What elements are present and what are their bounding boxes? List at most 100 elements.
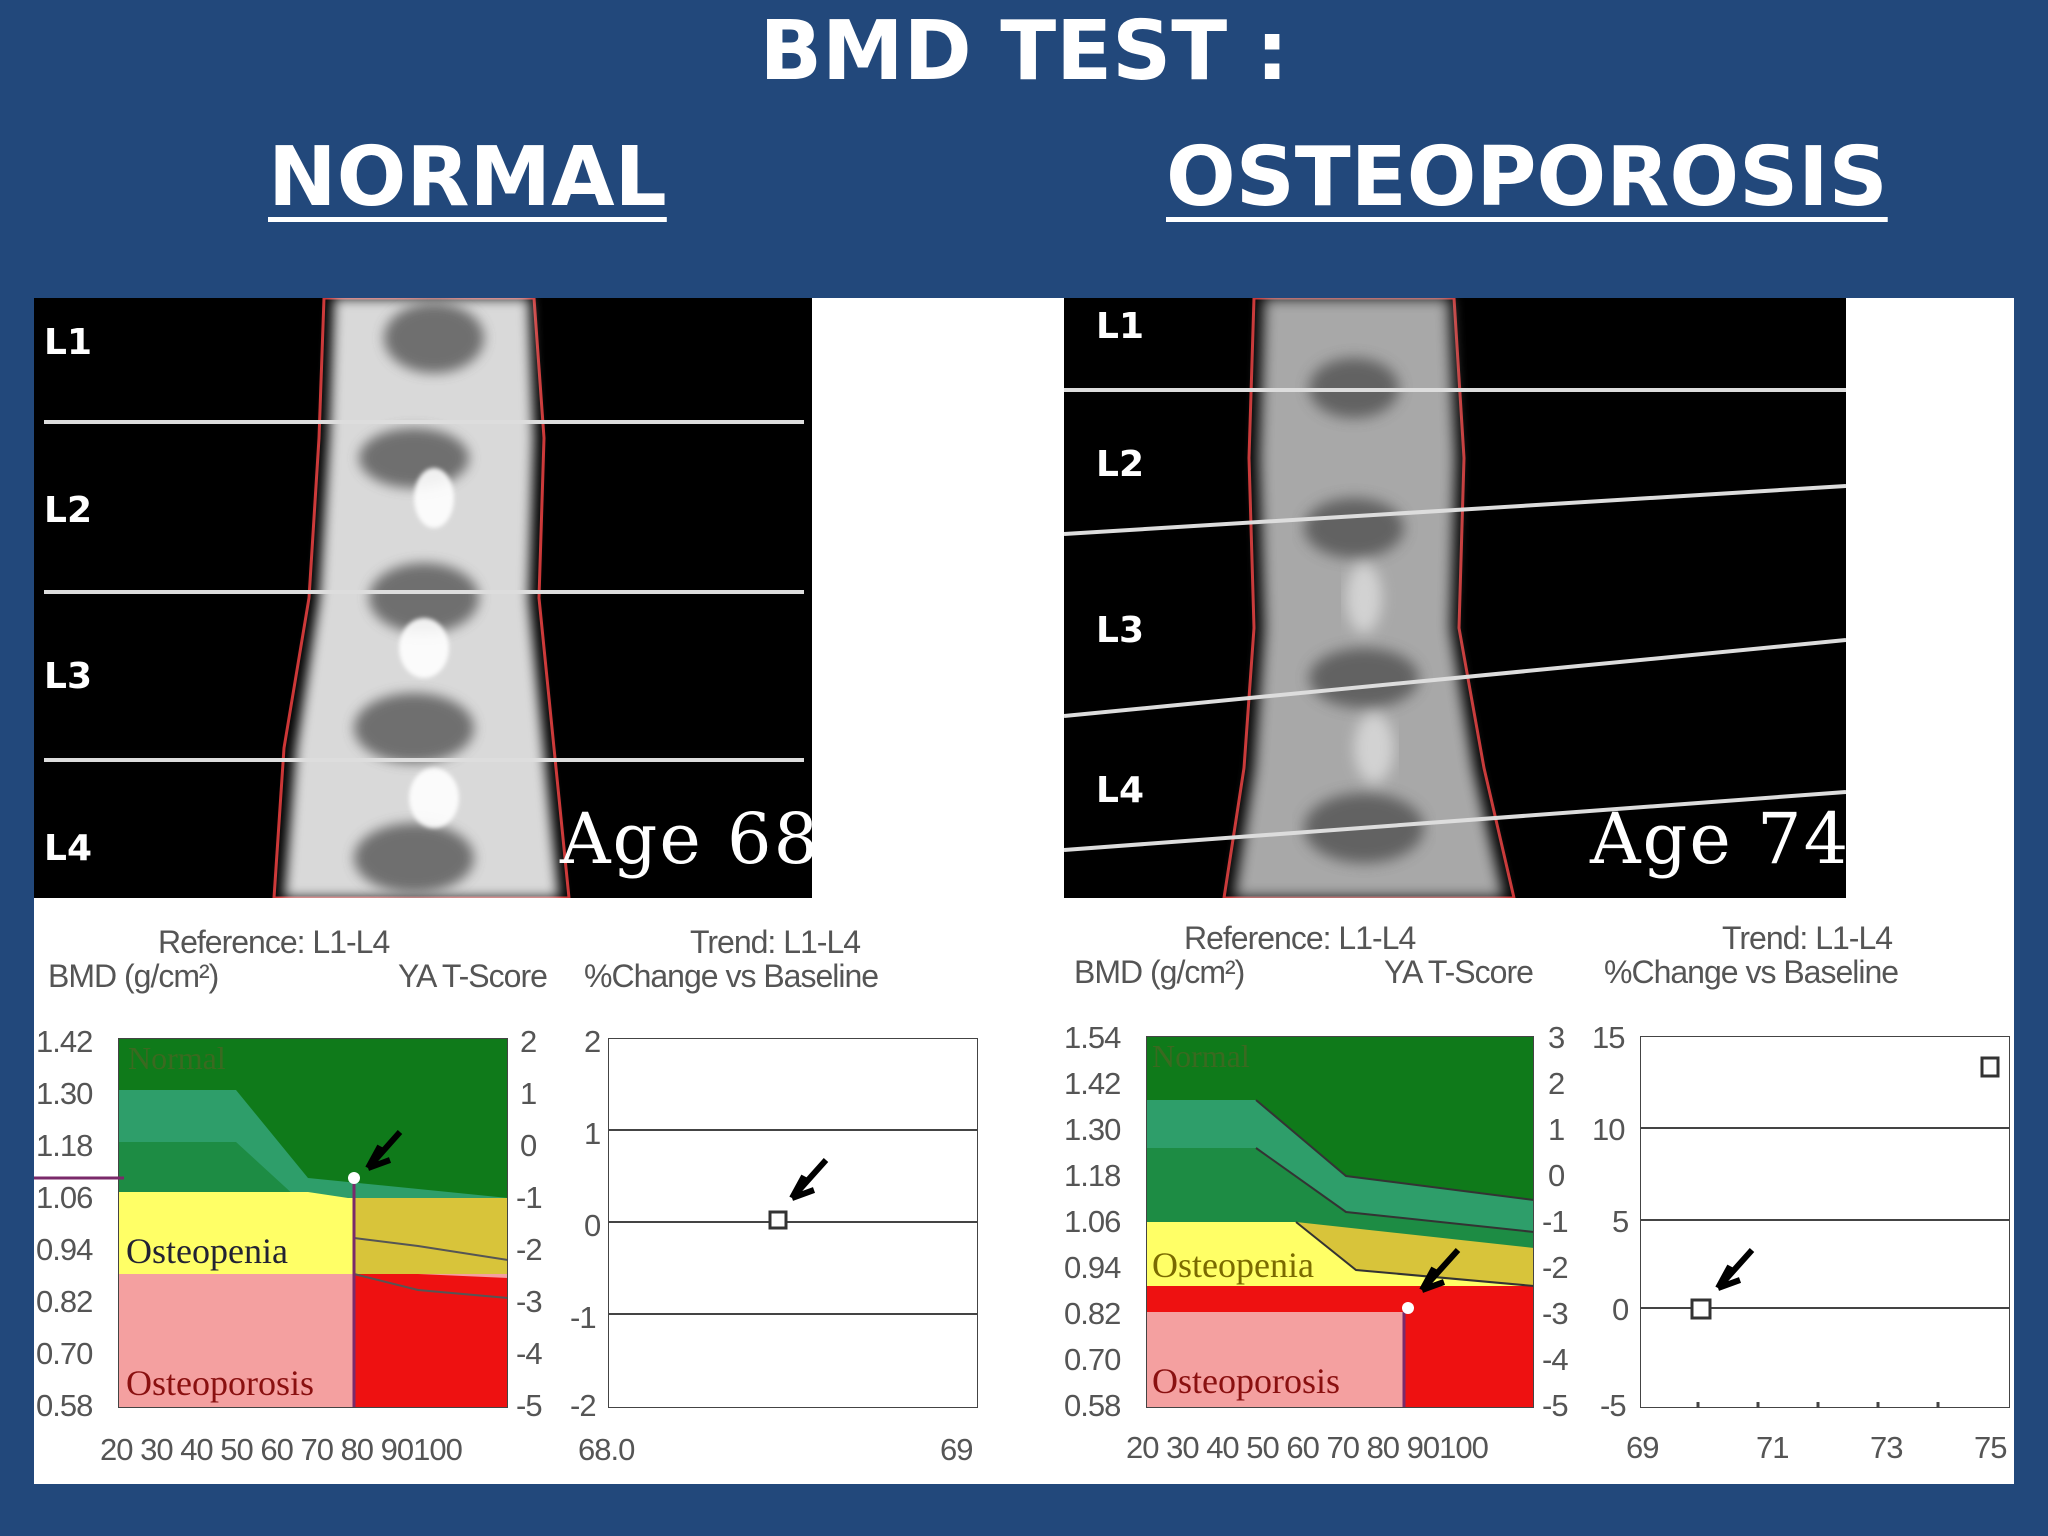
trend-tick: 0 xyxy=(584,1208,601,1243)
bmd-tick: 1.18 xyxy=(36,1128,93,1163)
osteoporosis-heading: OSTEOPOROSIS xyxy=(1166,130,1888,225)
tscore-tick: -1 xyxy=(1542,1204,1569,1239)
tscore-tick: -2 xyxy=(516,1232,543,1267)
trend-chart-osteoporosis xyxy=(1640,1036,2010,1408)
bmd-tick: 1.42 xyxy=(36,1024,93,1059)
slide-title: BMD TEST : xyxy=(759,4,1289,99)
osteopenia-zone-dark xyxy=(1296,1222,1534,1286)
trend-tick: 0 xyxy=(1612,1292,1629,1327)
trend-title-normal: Trend: L1-L4 xyxy=(690,924,861,960)
bmd-tick: 1.30 xyxy=(36,1076,93,1111)
bmd-tick: 0.94 xyxy=(36,1232,93,1267)
bmd-axis-label-osteoporosis: BMD (g/cm²) xyxy=(1074,954,1245,990)
trend-point-baseline xyxy=(1690,1298,1712,1320)
trend-tick: 1 xyxy=(584,1116,601,1151)
osteoporosis-zone xyxy=(1146,1312,1404,1408)
tscore-tick: -3 xyxy=(516,1284,543,1319)
tscore-tick: 1 xyxy=(1548,1112,1565,1147)
tscore-tick: 0 xyxy=(1548,1158,1565,1193)
trend-tick: -5 xyxy=(1600,1388,1627,1423)
bmd-tick: 1.42 xyxy=(1064,1066,1121,1101)
trend-x-tick: 69 xyxy=(1626,1430,1659,1465)
spine-image-osteoporosis xyxy=(1064,298,1846,898)
trend-point-latest xyxy=(1980,1056,2000,1078)
trend-x-end-normal: 69 xyxy=(940,1432,973,1467)
bmd-tick: 0.70 xyxy=(36,1336,93,1371)
bmd-reference-line-normal xyxy=(34,1176,124,1180)
tscore-tick: -5 xyxy=(1542,1388,1569,1423)
tscore-tick: -3 xyxy=(1542,1296,1569,1331)
bmd-axis-label-normal: BMD (g/cm²) xyxy=(48,958,219,994)
tscore-tick: 2 xyxy=(1548,1066,1565,1101)
vertebra-label-l1: L1 xyxy=(1096,306,1144,347)
vertebra-label-l3: L3 xyxy=(44,656,92,697)
vertebra-label-l2: L2 xyxy=(44,490,92,531)
age-label-osteoporosis: Age 74 xyxy=(1590,798,1851,880)
tscore-tick: 1 xyxy=(520,1076,537,1111)
tscore-tick: -2 xyxy=(1542,1250,1569,1285)
trend-tick: 5 xyxy=(1612,1204,1629,1239)
zone-label-osteoporosis: Osteoporosis xyxy=(126,1363,314,1403)
tscore-tick: 3 xyxy=(1548,1020,1565,1055)
bmd-tick: 0.70 xyxy=(1064,1342,1121,1377)
tscore-tick: -5 xyxy=(516,1388,543,1423)
arrow-icon xyxy=(365,1130,403,1171)
bmd-tick: 1.30 xyxy=(1064,1112,1121,1147)
trend-x-tick: 71 xyxy=(1756,1430,1789,1465)
bmd-tick: 0.82 xyxy=(36,1284,93,1319)
vertebra-label-l4: L4 xyxy=(44,828,92,869)
bmd-marker-normal xyxy=(348,1172,360,1184)
spine-scan-osteoporosis xyxy=(1064,298,1846,898)
zone-label-normal: Normal xyxy=(128,1040,226,1076)
bmd-tick: 0.58 xyxy=(36,1388,93,1423)
bmd-tick: 1.06 xyxy=(1064,1204,1121,1239)
trend-chart-normal xyxy=(608,1038,978,1408)
vertebra-label-l3: L3 xyxy=(1096,610,1144,651)
trend-x-start-normal: 68.0 xyxy=(578,1432,635,1467)
reference-chart-osteoporosis xyxy=(1146,1036,1534,1408)
zone-label-osteoporosis: Osteoporosis xyxy=(1152,1361,1340,1401)
reference-title-normal: Reference: L1-L4 xyxy=(158,924,390,960)
trend-x-tick: 73 xyxy=(1870,1430,1903,1465)
trend-point-normal xyxy=(768,1210,788,1230)
trend-tick: 15 xyxy=(1592,1020,1625,1055)
zone-label-osteopenia: Osteopenia xyxy=(1152,1245,1314,1285)
bmd-tick: 1.54 xyxy=(1064,1020,1121,1055)
tscore-tick: -1 xyxy=(516,1180,543,1215)
trend-tick: 2 xyxy=(584,1024,601,1059)
age-axis-ticks-osteoporosis: 20 30 40 50 60 70 80 90100 xyxy=(1126,1430,1489,1465)
trend-x-tick: 75 xyxy=(1974,1430,2007,1465)
age-axis-ticks-normal: 20 30 40 50 60 70 80 90100 xyxy=(100,1432,463,1467)
bmd-tick: 0.82 xyxy=(1064,1296,1121,1331)
spine-scan-normal xyxy=(34,298,812,898)
vertebra-label-l1: L1 xyxy=(44,322,92,363)
tscore-axis-label-osteoporosis: YA T-Score xyxy=(1384,954,1534,990)
bmd-tick: 0.94 xyxy=(1064,1250,1121,1285)
arrow-icon xyxy=(789,1157,829,1201)
arrow-icon xyxy=(1715,1247,1755,1291)
bmd-tick: 1.18 xyxy=(1064,1158,1121,1193)
vertebra-label-l2: L2 xyxy=(1096,444,1144,485)
trend-title-osteoporosis: Trend: L1-L4 xyxy=(1722,920,1893,956)
age-label-normal: Age 68 xyxy=(560,798,821,880)
arrow-icon xyxy=(1419,1247,1461,1293)
bmd-tick: 0.58 xyxy=(1064,1388,1121,1423)
tscore-tick: 2 xyxy=(520,1024,537,1059)
osteoporosis-zone-dark xyxy=(354,1274,508,1408)
tscore-tick: -4 xyxy=(516,1336,543,1371)
trend-tick: -2 xyxy=(570,1388,597,1423)
tscore-axis-label-normal: YA T-Score xyxy=(398,958,548,994)
trend-tick: -1 xyxy=(570,1300,597,1335)
reference-chart-normal xyxy=(118,1038,508,1408)
reference-title-osteoporosis: Reference: L1-L4 xyxy=(1184,920,1416,956)
bmd-marker-osteoporosis xyxy=(1402,1302,1414,1314)
bmd-tick: 1.06 xyxy=(36,1180,93,1215)
trend-subtitle-osteoporosis: %Change vs Baseline xyxy=(1604,954,1899,990)
trend-subtitle-normal: %Change vs Baseline xyxy=(584,958,879,994)
vertebra-label-l4: L4 xyxy=(1096,770,1144,811)
zone-label-osteopenia: Osteopenia xyxy=(126,1231,288,1271)
normal-heading: NORMAL xyxy=(268,130,667,225)
tscore-tick: 0 xyxy=(520,1128,537,1163)
zone-label-normal: Normal xyxy=(1152,1038,1250,1074)
trend-tick: 10 xyxy=(1592,1112,1625,1147)
